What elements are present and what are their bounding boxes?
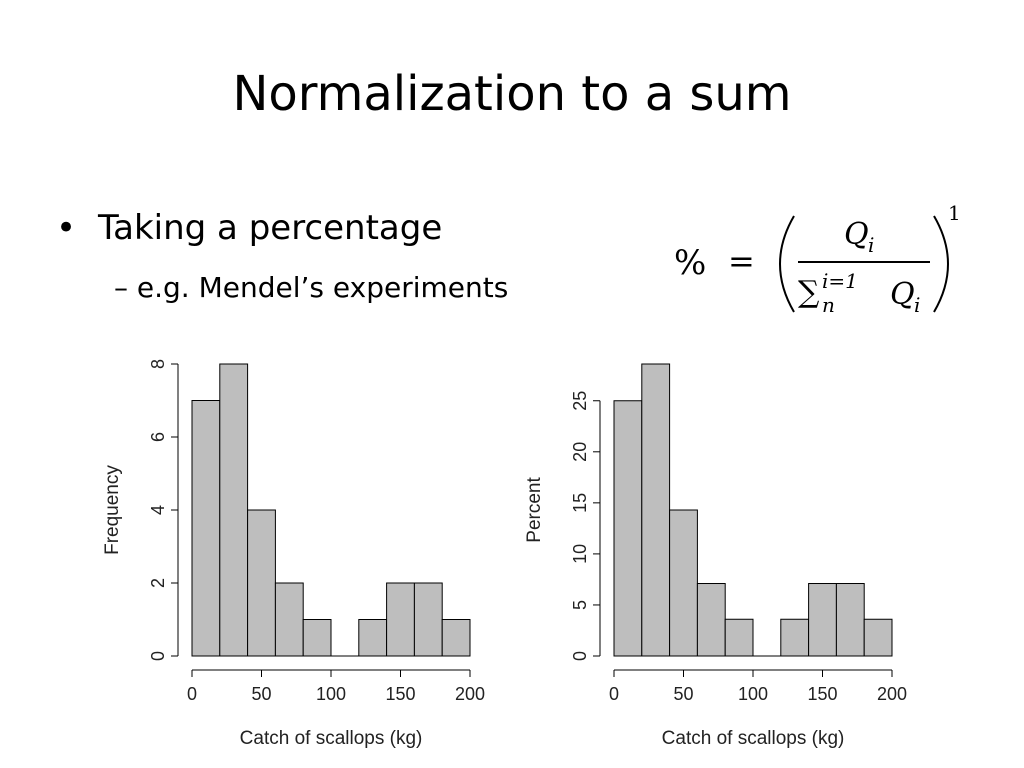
formula-denominator-sub: i xyxy=(914,293,920,317)
bullet-list: • Taking a percentage – e.g. Mendel’s exp… xyxy=(56,204,508,308)
histogram-bar xyxy=(835,583,865,657)
histogram-bar xyxy=(669,509,698,657)
bullet-dot-icon: • xyxy=(56,208,77,248)
y-tick-label: 6 xyxy=(148,432,168,442)
y-axis-label: Frequency xyxy=(102,465,123,555)
x-axis-label: Catch of scallops (kg) xyxy=(240,728,423,749)
bullet-sub-text: e.g. Mendel’s experiments xyxy=(136,271,509,304)
y-tick-label: 5 xyxy=(570,600,590,610)
histogram-bar xyxy=(274,582,304,657)
formula-denominator: Q xyxy=(890,277,915,312)
histogram-bar xyxy=(219,363,249,657)
bullet-item-main: • Taking a percentage xyxy=(56,204,508,252)
y-tick-label: 4 xyxy=(148,505,168,515)
percentage-formula: % = Q i ∑ i=1 n Q i 1 xyxy=(674,201,961,317)
frequency-histogram: 0 50 100 150 200 0 2 4 6 8 Catch of scallops (kg) F… xyxy=(102,359,485,749)
y-tick-label: 10 xyxy=(570,544,590,564)
x-tick-label: 100 xyxy=(316,684,346,704)
histogram-bar xyxy=(191,400,221,657)
histogram-bar xyxy=(696,583,726,657)
formula-sum-symbol: ∑ xyxy=(798,275,820,310)
bullet-main-text: Taking a percentage xyxy=(98,208,443,248)
x-tick-label: 150 xyxy=(385,684,415,704)
histogram-bar xyxy=(302,619,332,657)
y-axis-label: Percent xyxy=(524,477,545,543)
x-tick-label: 0 xyxy=(187,684,197,704)
x-tick-label: 200 xyxy=(455,684,485,704)
bullet-item-sub: – e.g. Mendel’s experiments xyxy=(114,268,508,308)
x-tick-label: 0 xyxy=(609,684,619,704)
bullet-dash-icon: – xyxy=(114,271,128,304)
histogram-bar xyxy=(413,582,443,657)
formula-percent: % xyxy=(674,243,706,283)
histogram-bar xyxy=(641,363,671,657)
y-tick-label: 15 xyxy=(570,493,590,513)
histogram-bar xyxy=(863,618,893,657)
formula-numerator-sub: i xyxy=(868,233,874,257)
histogram-bar xyxy=(247,509,276,657)
y-tick-label: 0 xyxy=(148,651,168,661)
histogram-bar xyxy=(441,619,471,657)
histogram-bar xyxy=(358,619,388,657)
y-tick-label: 2 xyxy=(148,578,168,588)
y-tick-label: 0 xyxy=(570,651,590,661)
percent-histogram: 0 50 100 150 200 0 5 10 15 20 25 Catch of scallops … xyxy=(524,363,907,749)
formula-left-paren xyxy=(779,215,795,313)
formula-equals: = xyxy=(728,242,755,280)
slide-title: Normalization to a sum xyxy=(232,66,792,122)
x-tick-label: 200 xyxy=(877,684,907,704)
histogram-bar xyxy=(808,583,837,657)
x-tick-label: 50 xyxy=(673,684,693,704)
x-axis-label: Catch of scallops (kg) xyxy=(662,728,845,749)
y-tick-label: 20 xyxy=(570,442,590,462)
y-tick-label: 25 xyxy=(570,391,590,411)
formula-sum-sup: i=1 xyxy=(822,269,858,293)
formula-sum-sub: n xyxy=(822,293,835,317)
histogram-bar xyxy=(613,400,643,657)
formula-right-paren xyxy=(933,215,949,313)
y-tick-label: 8 xyxy=(148,359,168,369)
x-tick-label: 150 xyxy=(807,684,837,704)
x-tick-label: 100 xyxy=(738,684,768,704)
formula-numerator: Q xyxy=(844,217,869,252)
x-tick-label: 50 xyxy=(251,684,271,704)
histogram-bar xyxy=(724,618,754,657)
histogram-bar xyxy=(780,618,810,657)
formula-exponent: 1 xyxy=(948,201,961,225)
histogram-bar xyxy=(386,582,415,657)
